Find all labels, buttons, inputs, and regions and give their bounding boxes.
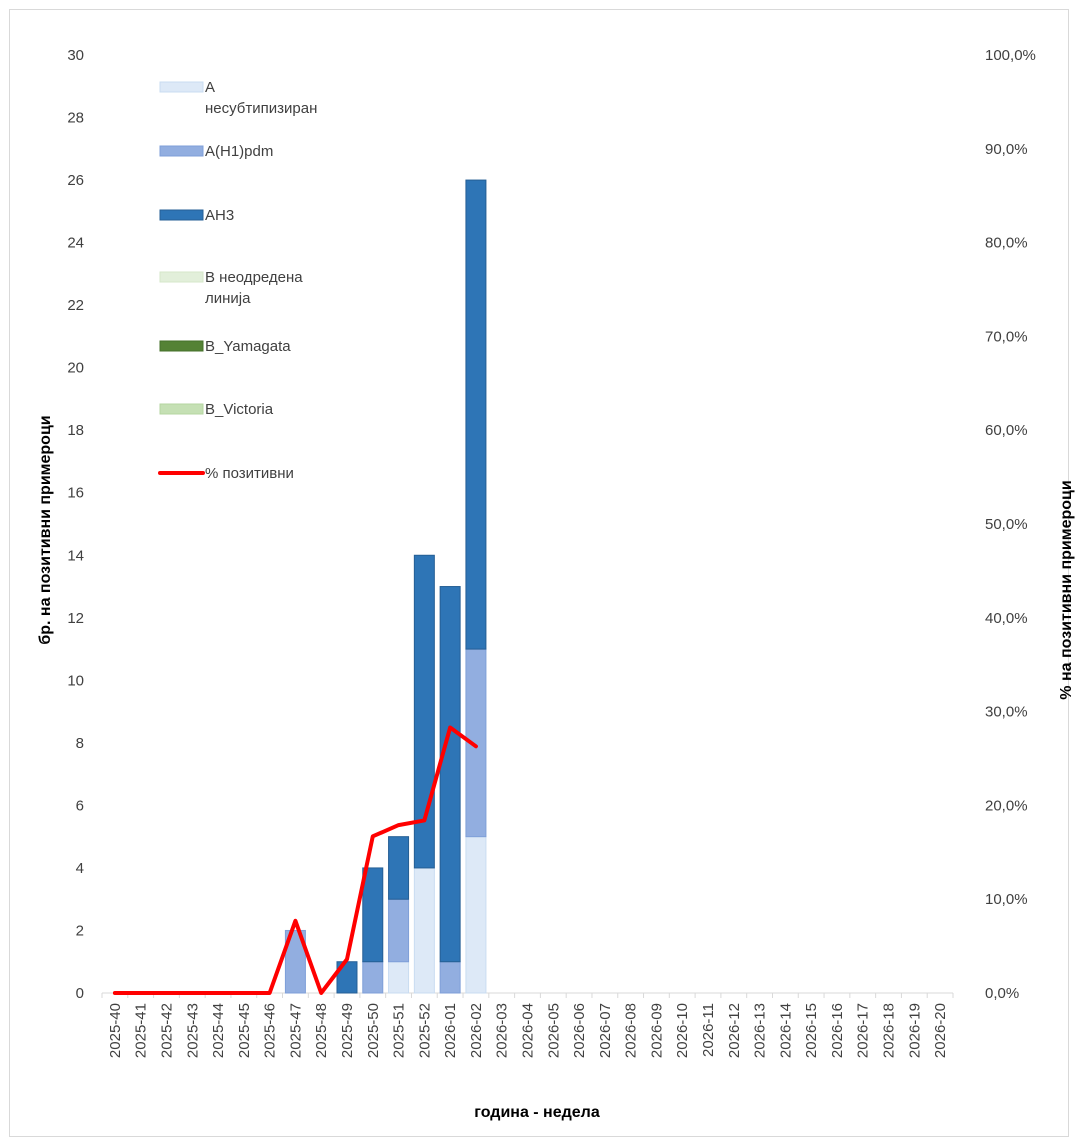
legend-label: B_Victoria — [205, 401, 274, 418]
x-tick-label: 2026-08 — [623, 1003, 640, 1058]
x-tick-label: 2026-07 — [597, 1003, 614, 1058]
legend-swatch — [159, 209, 204, 221]
x-tick-label: 2025-51 — [391, 1003, 408, 1058]
y-right-tick-label: 100,0% — [985, 47, 1036, 64]
y-right-tick-label: 80,0% — [985, 235, 1028, 252]
x-tick-label: 2025-47 — [287, 1003, 304, 1058]
y-axis-title: бр. на позитивни примероци — [37, 415, 54, 644]
x-tick-label: 2025-43 — [184, 1003, 201, 1058]
percent-positive-line — [112, 725, 478, 995]
y-tick-label: 14 — [67, 547, 84, 564]
y-tick-label: 12 — [67, 610, 84, 627]
legend-label: А(H1)pdm — [205, 143, 273, 160]
y-right-tick-label: 60,0% — [985, 422, 1028, 439]
x-axis-title: година - недела — [474, 1104, 600, 1121]
legend-label: AH3 — [205, 207, 234, 224]
bar-segment — [388, 898, 410, 963]
x-tick-label: 2026-18 — [881, 1003, 898, 1058]
x-tick-label: 2026-19 — [906, 1003, 923, 1058]
x-tick-label: 2026-12 — [726, 1003, 743, 1058]
x-tick-label: 2025-48 — [313, 1003, 330, 1058]
y-right-tick-label: 50,0% — [985, 516, 1028, 533]
bar-segment — [465, 179, 487, 650]
x-tick-label: 2025-40 — [107, 1003, 124, 1058]
x-tick-label: 2025-52 — [416, 1003, 433, 1058]
x-tick-label: 2025-41 — [133, 1003, 150, 1058]
y-right-tick-label: 30,0% — [985, 704, 1028, 721]
y-right-tick-label: 10,0% — [985, 891, 1028, 908]
x-tick-label: 2026-16 — [829, 1003, 846, 1058]
legend-label: % позитивни — [205, 465, 294, 482]
x-tick-label: 2026-03 — [494, 1003, 511, 1058]
x-tick-label: 2025-42 — [158, 1003, 175, 1058]
y-tick-label: 8 — [76, 735, 84, 752]
y-right-tick-label: 20,0% — [985, 797, 1028, 814]
legend-swatch — [159, 271, 204, 283]
bar-segment — [388, 836, 410, 900]
x-tick-label: 2026-01 — [442, 1003, 459, 1058]
x-tick-label: 2025-50 — [365, 1003, 382, 1058]
x-tick-label: 2026-11 — [700, 1003, 717, 1057]
x-tick-label: 2026-02 — [468, 1003, 485, 1058]
legend-swatch — [159, 340, 204, 352]
y-right-tick-label: 90,0% — [985, 141, 1028, 158]
x-tick-label: 2026-05 — [545, 1003, 562, 1058]
y-right-tick-label: 0,0% — [985, 985, 1019, 1002]
x-tick-label: 2025-45 — [236, 1003, 253, 1058]
y-tick-label: 10 — [67, 672, 84, 689]
x-tick-label: 2025-49 — [339, 1003, 356, 1058]
x-tick-label: 2026-04 — [520, 1003, 537, 1058]
x-tick-label: 2026-10 — [674, 1003, 691, 1058]
legend-swatch — [159, 145, 204, 157]
x-tick-label: 2026-13 — [752, 1003, 769, 1058]
x-tick-label: 2025-46 — [262, 1003, 279, 1058]
bar-segment — [284, 929, 306, 994]
bar-segment — [362, 961, 384, 994]
y-right-axis-title: % на позитивни примероци — [1058, 480, 1075, 699]
legend-label: В неодредена — [205, 269, 303, 286]
legend-label: А — [205, 79, 215, 96]
y-tick-label: 16 — [67, 485, 84, 502]
x-tick-label: 2026-06 — [571, 1003, 588, 1058]
bar-segment — [439, 586, 461, 963]
x-tick-label: 2026-20 — [932, 1003, 949, 1058]
y-tick-label: 26 — [67, 172, 84, 189]
bar-segment — [465, 836, 487, 994]
y-tick-label: 28 — [67, 110, 84, 127]
y-tick-label: 20 — [67, 360, 84, 377]
legend-swatch — [159, 81, 204, 93]
legend-swatch — [159, 403, 204, 415]
x-tick-label: 2026-15 — [803, 1003, 820, 1058]
chart-frame — [9, 9, 1069, 1137]
legend-label: несубтипизиран — [205, 100, 317, 117]
y-tick-label: 2 — [76, 922, 84, 939]
bar-segment — [413, 867, 435, 994]
bar-segment — [362, 867, 384, 963]
x-tick-label: 2025-44 — [210, 1003, 227, 1058]
bar-segment — [388, 961, 410, 994]
y-tick-label: 22 — [67, 297, 84, 314]
y-right-tick-label: 70,0% — [985, 328, 1028, 345]
y-tick-label: 18 — [67, 422, 84, 439]
legend-label: линија — [205, 290, 251, 307]
y-tick-label: 0 — [76, 985, 84, 1002]
bar-segment — [439, 961, 461, 994]
y-tick-label: 4 — [76, 860, 84, 877]
bar-segment — [413, 554, 435, 869]
y-tick-label: 6 — [76, 797, 84, 814]
x-tick-label: 2026-09 — [648, 1003, 665, 1058]
y-right-tick-label: 40,0% — [985, 610, 1028, 627]
y-tick-label: 24 — [67, 235, 84, 252]
x-tick-label: 2026-17 — [855, 1003, 872, 1058]
x-tick-label: 2026-14 — [777, 1003, 794, 1058]
legend-label: B_Yamagata — [205, 338, 291, 355]
y-tick-label: 30 — [67, 47, 84, 64]
